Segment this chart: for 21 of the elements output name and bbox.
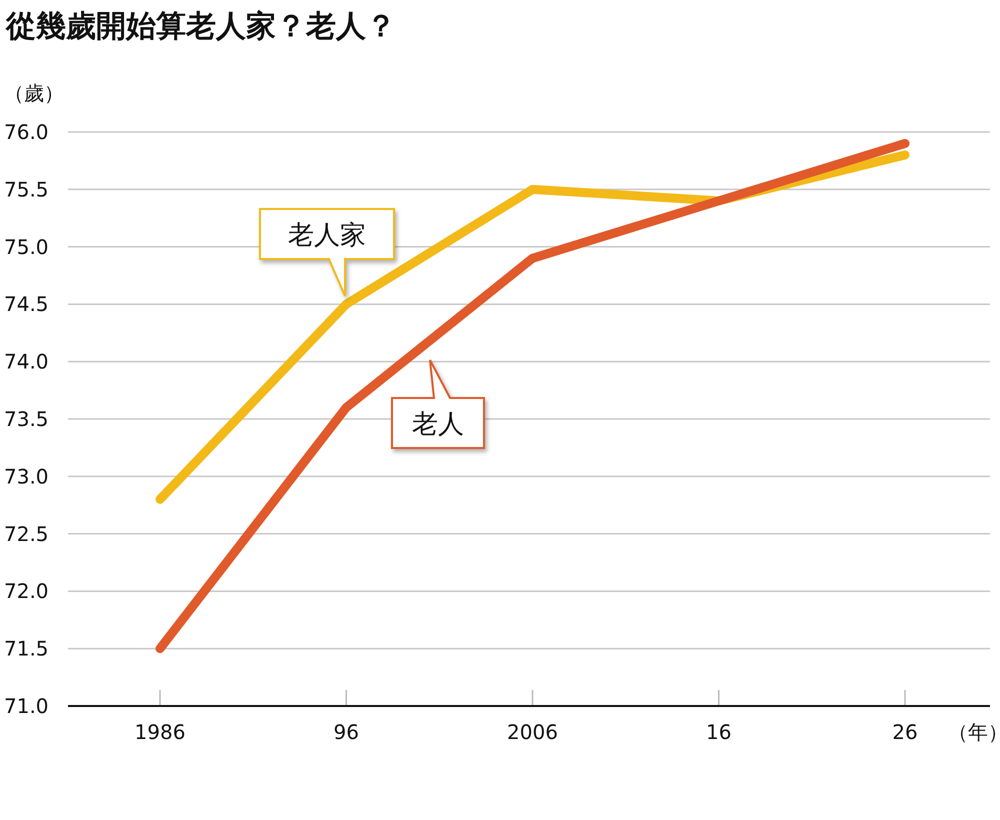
x-tick-label: 16 (706, 720, 732, 744)
y-axis-title: （歲） (4, 81, 64, 105)
y-tick-label: 75.5 (4, 177, 49, 202)
y-tick-label: 72.5 (4, 522, 49, 546)
y-tick-label: 72.0 (4, 579, 49, 604)
y-tick-label: 75.0 (4, 234, 49, 259)
series-label: 老人家 (288, 220, 366, 250)
chart-title: 從幾歲開始算老人家？老人？ (5, 9, 396, 44)
y-tick-label: 76.0 (4, 120, 49, 144)
x-tick-label: 1986 (134, 720, 186, 744)
y-tick-label: 74.0 (4, 350, 49, 374)
y-tick-label: 71.0 (4, 694, 49, 718)
x-axis-title: （年） (948, 720, 1000, 744)
series-label: 老人 (412, 409, 464, 440)
y-tick-label: 73.5 (4, 407, 49, 431)
y-tick-label: 73.0 (4, 464, 49, 488)
x-tick-label: 96 (334, 720, 359, 744)
y-tick-label: 71.5 (4, 636, 49, 661)
x-tick-label: 26 (892, 720, 918, 744)
x-tick-label: 2006 (507, 720, 558, 744)
y-tick-label: 74.5 (4, 292, 49, 316)
